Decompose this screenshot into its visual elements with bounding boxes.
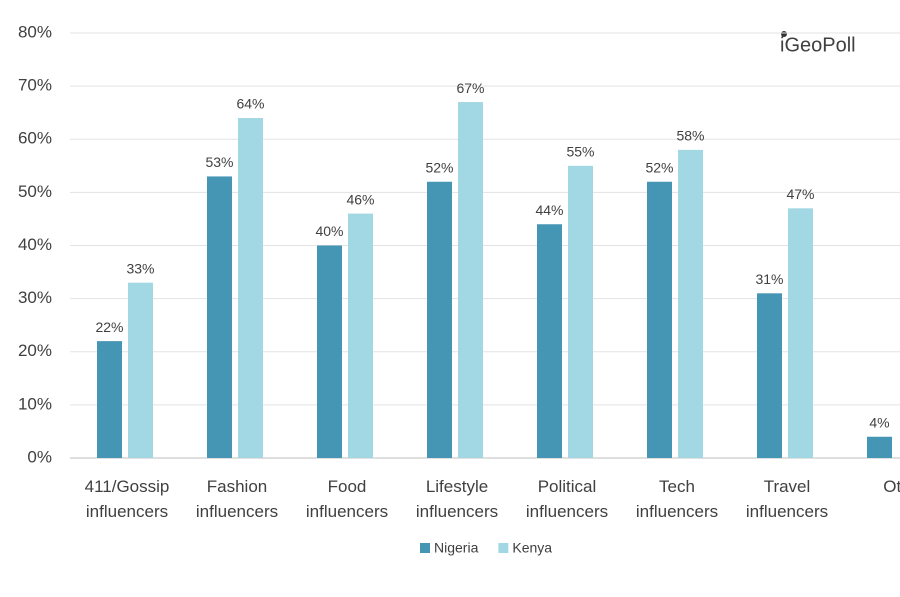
bar [458,102,483,458]
bar [128,282,153,458]
bar [97,341,122,458]
bar [568,165,593,458]
logo: iGeoPoll [780,34,856,56]
bar [348,213,373,458]
x-tick-label: Travel influencers [745,477,829,521]
value-label: 58% [676,128,704,144]
y-tick-label: 20% [18,341,52,360]
x-tick-label: Fashion influencers [195,477,279,521]
bar [647,181,672,458]
x-tick-label: Lifestyle influencers [415,477,499,521]
value-label: 52% [425,159,453,175]
y-tick-label: 40% [18,235,52,254]
value-label: 44% [535,202,563,218]
bar [757,293,782,458]
legend-swatch [498,543,509,553]
bar [207,176,232,458]
value-label: 31% [755,271,783,287]
x-tick-label: Political influencers [525,477,609,521]
value-label: 67% [456,80,484,96]
bar [678,149,703,458]
y-tick-label: 0% [27,447,52,466]
legend-label: Kenya [512,540,552,556]
legend-label: Nigeria [434,540,479,556]
value-label: 4% [869,414,889,430]
value-label: 40% [315,223,343,239]
bar [788,208,813,458]
value-label: 52% [645,159,673,175]
value-label: 22% [95,319,123,335]
value-label: 47% [786,186,814,202]
x-tick-label: Tech influencers [635,477,719,521]
x-tick-label: Food influencers [305,477,389,521]
y-tick-label: 50% [18,182,52,201]
value-label: 33% [126,260,154,276]
y-tick-label: 10% [18,394,52,413]
x-tick-label: Oth [883,477,900,496]
value-label: 46% [346,191,374,207]
legend-swatch [420,543,430,553]
bar [427,181,452,458]
value-label: 53% [205,154,233,170]
y-tick-label: 70% [18,76,52,95]
bar [317,245,342,458]
y-tick-label: 30% [18,288,52,307]
value-label: 55% [566,144,594,160]
y-tick-label: 60% [18,129,52,148]
value-label: 64% [236,96,264,112]
bar [537,224,562,458]
x-tick-label: 411/Gossip influencers [84,477,170,521]
bar [867,436,892,458]
bar [238,118,263,458]
y-tick-label: 80% [18,22,52,41]
